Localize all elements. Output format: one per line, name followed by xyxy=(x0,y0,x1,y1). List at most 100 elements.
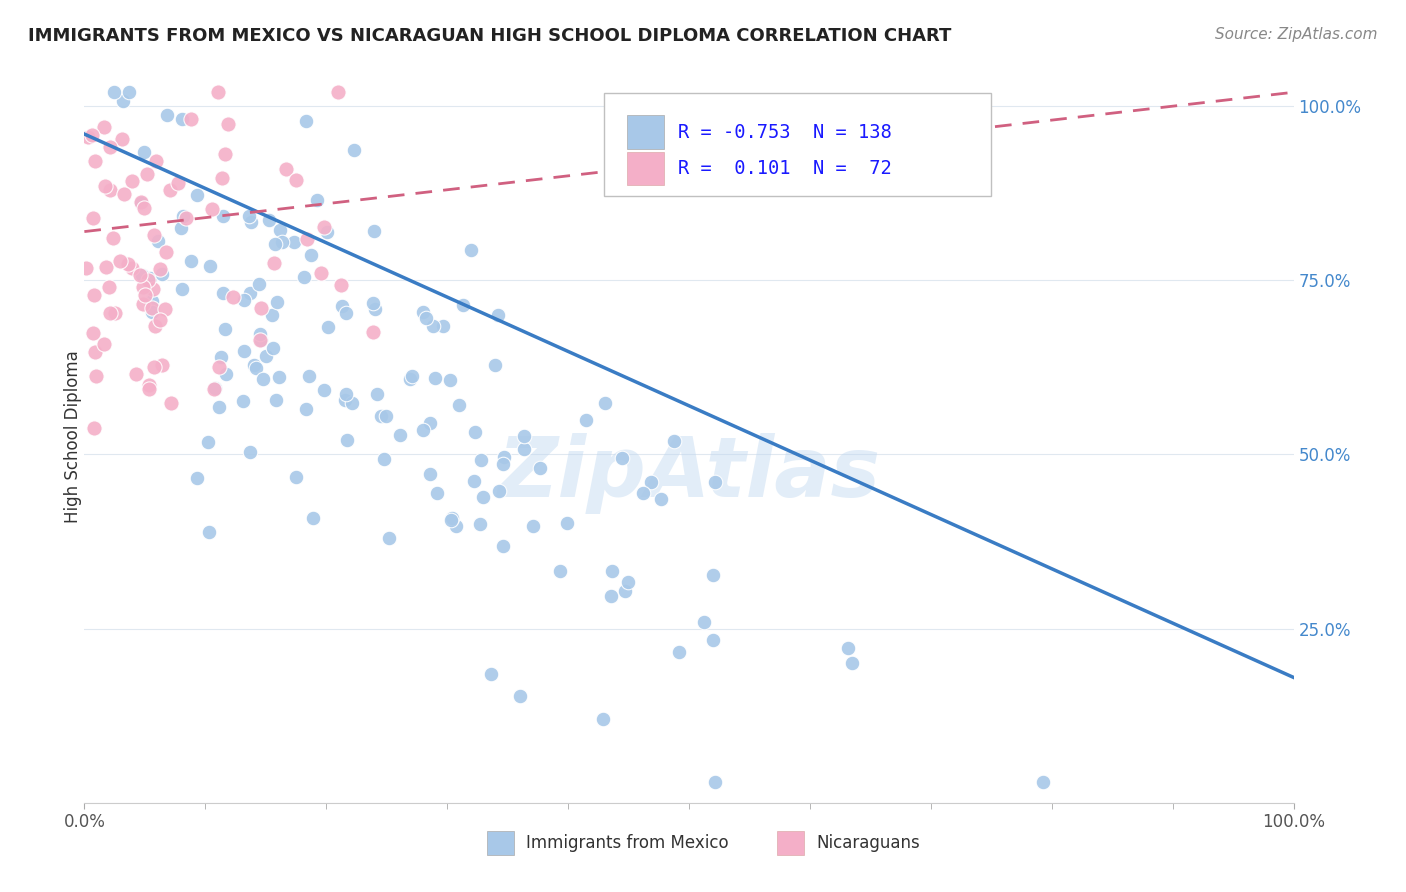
Point xyxy=(269,223,291,237)
Point xyxy=(460,243,482,257)
Point xyxy=(513,442,536,457)
Point xyxy=(100,306,122,320)
Point xyxy=(314,383,336,397)
Point xyxy=(212,209,235,223)
Point xyxy=(129,194,152,209)
Point xyxy=(83,288,105,302)
Point xyxy=(479,667,502,681)
Point xyxy=(121,260,143,275)
Point xyxy=(264,393,287,408)
Point xyxy=(201,202,224,216)
Point xyxy=(208,359,231,374)
Point xyxy=(136,273,159,287)
Point xyxy=(309,266,332,280)
Point xyxy=(176,211,198,226)
Point xyxy=(316,225,339,239)
Point xyxy=(232,344,254,359)
Point xyxy=(472,491,495,505)
Point xyxy=(305,193,328,207)
Point xyxy=(132,296,155,310)
Point xyxy=(513,429,536,443)
Point xyxy=(80,128,103,142)
Point xyxy=(150,359,173,373)
Point xyxy=(668,645,690,659)
Point xyxy=(329,277,352,292)
Point xyxy=(841,656,863,670)
Point xyxy=(150,267,173,281)
Point xyxy=(132,280,155,294)
Point xyxy=(252,372,274,386)
Point xyxy=(592,712,614,726)
Point xyxy=(197,434,219,449)
Point xyxy=(180,112,202,126)
Point xyxy=(103,85,125,99)
Point xyxy=(217,117,239,131)
Point xyxy=(155,244,177,259)
Point xyxy=(170,221,193,235)
Point xyxy=(377,531,399,545)
Point xyxy=(548,564,571,578)
Point xyxy=(207,85,229,99)
Point xyxy=(422,318,444,333)
Point xyxy=(233,293,256,307)
Point xyxy=(76,130,98,145)
Point xyxy=(316,319,339,334)
Point xyxy=(172,282,194,296)
Point xyxy=(82,211,104,225)
FancyBboxPatch shape xyxy=(778,831,804,855)
Point xyxy=(333,392,356,407)
Point xyxy=(468,516,491,531)
Point xyxy=(141,305,163,319)
Point xyxy=(238,209,260,223)
Point xyxy=(335,305,357,319)
Point xyxy=(108,254,131,268)
Text: Immigrants from Mexico: Immigrants from Mexico xyxy=(526,834,728,852)
Point xyxy=(83,344,105,359)
Point xyxy=(328,85,350,99)
Point xyxy=(470,453,492,467)
Point xyxy=(117,257,139,271)
Point xyxy=(98,280,121,294)
Point xyxy=(399,372,422,386)
Point xyxy=(269,369,291,384)
Point xyxy=(600,564,623,578)
Point xyxy=(146,234,169,248)
Point xyxy=(340,396,363,410)
Point xyxy=(131,268,153,282)
Point xyxy=(266,295,288,310)
Point xyxy=(301,511,323,525)
Point xyxy=(1032,775,1054,789)
Point xyxy=(613,584,636,599)
Point xyxy=(153,302,176,317)
Point xyxy=(239,286,262,301)
Point xyxy=(186,470,208,484)
Point xyxy=(249,334,271,348)
Point xyxy=(363,224,385,238)
Point xyxy=(292,270,315,285)
Point xyxy=(214,322,236,336)
Point xyxy=(612,451,634,466)
Point xyxy=(134,287,156,301)
Point xyxy=(170,112,193,126)
Point xyxy=(262,341,284,355)
Point xyxy=(491,457,513,471)
Point xyxy=(145,154,167,169)
Point xyxy=(640,475,662,490)
Point xyxy=(617,575,640,590)
Point xyxy=(704,475,727,490)
Point xyxy=(143,360,166,375)
Point xyxy=(101,231,124,245)
Point xyxy=(211,285,233,300)
Point xyxy=(364,301,387,316)
Point xyxy=(180,254,202,268)
Text: R =  0.101  N =  72: R = 0.101 N = 72 xyxy=(678,159,891,178)
Point xyxy=(555,516,578,530)
Point xyxy=(509,689,531,703)
Point xyxy=(239,215,262,229)
Point xyxy=(204,381,226,395)
Point xyxy=(128,268,150,282)
Point xyxy=(412,304,434,318)
Point xyxy=(464,425,486,440)
Point xyxy=(451,298,474,312)
Point xyxy=(631,486,654,500)
